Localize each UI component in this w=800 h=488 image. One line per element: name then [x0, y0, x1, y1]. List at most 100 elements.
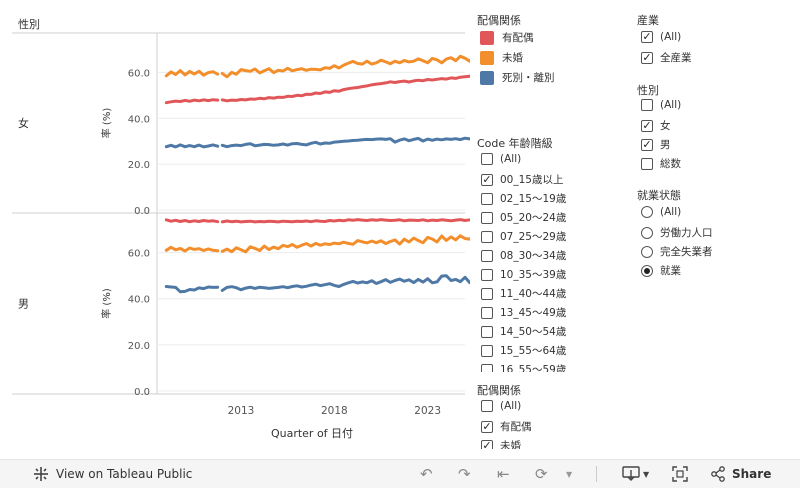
series-line-有配偶[interactable]: [164, 98, 220, 105]
fullscreen-button[interactable]: [672, 460, 688, 488]
employment-filter-option[interactable]: 就業: [641, 263, 681, 278]
employment-filter-option[interactable]: 労働力人口: [641, 225, 713, 240]
checkbox-icon[interactable]: [641, 157, 653, 170]
age-filter-option[interactable]: 16_55～59歳: [481, 362, 566, 372]
undo-icon[interactable]: ↶: [420, 465, 433, 483]
age-filter-list[interactable]: (All) ✓ 00_15歳以上 02_15～19歳 05_20～24歳 07_25～29…: [480, 150, 620, 372]
series-line-未婚[interactable]: [164, 245, 220, 253]
checkbox-icon[interactable]: [641, 99, 653, 111]
download-button[interactable]: ▼: [622, 460, 649, 488]
industry-filter-option[interactable]: ✓ (All): [641, 31, 681, 43]
sex-filter-option-label: 総数: [660, 158, 681, 170]
checkbox-icon[interactable]: [481, 153, 493, 165]
sex-filter-option-label: 女: [660, 120, 671, 132]
checkbox-icon[interactable]: [481, 287, 493, 300]
checkbox-icon[interactable]: [481, 211, 493, 224]
view-on-tableau-link[interactable]: View on Tableau Public: [32, 460, 192, 488]
checkbox-icon[interactable]: [481, 268, 493, 281]
series-line-未婚[interactable]: [164, 69, 220, 78]
series-line-有配偶[interactable]: [220, 74, 470, 103]
age-filter-option[interactable]: 05_20～24歳: [481, 210, 566, 225]
age-filter-option[interactable]: (All): [481, 153, 521, 165]
series-line-死別・離別[interactable]: [164, 285, 220, 294]
legend-item[interactable]: 有配偶: [480, 30, 534, 45]
x-tick-label: 2018: [321, 405, 348, 417]
legend-swatch: [480, 70, 494, 85]
age-filter-option[interactable]: 07_25～29歳: [481, 229, 566, 244]
industry-filter-title: 産業: [637, 14, 659, 27]
age-filter-option-label: 11_40～44歳: [500, 288, 567, 300]
series-line-有配偶[interactable]: [164, 218, 220, 224]
checkbox-checked-icon[interactable]: ✓: [641, 30, 653, 43]
checkbox-icon[interactable]: [481, 363, 493, 372]
y-axes: 0.0 20.0 40.0 60.0 率 (%) 0.0 20.0 40.0 60.0 率 (%): [100, 68, 150, 398]
marital-filter-option[interactable]: ✓ 未婚: [481, 438, 521, 449]
marital-filter-option[interactable]: ✓ 有配偶: [481, 419, 532, 434]
employment-filter-option[interactable]: 完全失業者: [641, 244, 713, 259]
employment-filter-title: 就業状態: [637, 189, 681, 202]
series-line-死別・離別[interactable]: [220, 136, 470, 149]
series-lines: [164, 54, 470, 294]
legend-item[interactable]: 死別・離別: [480, 70, 555, 85]
series-line-有配偶[interactable]: [220, 218, 470, 224]
checkbox-icon[interactable]: [481, 249, 493, 262]
age-filter-option-label: 07_25～29歳: [500, 231, 567, 243]
checkbox-icon[interactable]: [481, 306, 493, 319]
checkbox-checked-icon[interactable]: ✓: [641, 137, 653, 151]
age-filter-option-label: 02_15～19歳: [500, 193, 567, 205]
revert-icon[interactable]: ⇤: [497, 465, 510, 483]
sex-filter-option-label: 男: [660, 139, 671, 151]
redo-icon[interactable]: ↷: [458, 465, 471, 483]
sex-filter-option[interactable]: (All): [641, 99, 681, 111]
checkbox-icon[interactable]: [481, 192, 493, 205]
legend-item-label: 未婚: [502, 52, 523, 64]
radio-selected-icon[interactable]: [641, 264, 653, 277]
refresh-dropdown-icon[interactable]: ▼: [566, 469, 573, 479]
checkbox-checked-icon[interactable]: ✓: [481, 439, 493, 449]
age-filter-option[interactable]: 15_55～64歳: [481, 343, 566, 358]
marital-filter-option[interactable]: (All): [481, 400, 521, 412]
checkbox-icon[interactable]: [481, 325, 493, 338]
checkbox-icon[interactable]: [481, 344, 493, 357]
sex-filter-option[interactable]: ✓ 女: [641, 118, 671, 133]
refresh-icon[interactable]: ⟳: [535, 465, 548, 483]
radio-icon[interactable]: [641, 226, 653, 239]
age-filter-option[interactable]: 14_50～54歳: [481, 324, 566, 339]
age-filter-option[interactable]: 11_40～44歳: [481, 286, 566, 301]
panel-label-0: 女: [18, 116, 29, 130]
age-filter-option-label: 05_20～24歳: [500, 212, 567, 224]
series-line-未婚[interactable]: [220, 234, 470, 254]
radio-icon[interactable]: [641, 245, 653, 258]
legend-item[interactable]: 未婚: [480, 50, 523, 65]
age-filter-option[interactable]: 08_30～34歳: [481, 248, 566, 263]
checkbox-icon[interactable]: [481, 230, 493, 243]
share-icon: [711, 466, 725, 482]
age-filter-option[interactable]: 10_35～39歳: [481, 267, 566, 282]
sex-filter-option[interactable]: 総数: [641, 156, 681, 171]
industry-filter-option[interactable]: ✓ 全産業: [641, 50, 692, 65]
sex-filter-title: 性別: [637, 84, 659, 97]
checkbox-checked-icon[interactable]: ✓: [641, 50, 653, 64]
checkbox-checked-icon[interactable]: ✓: [641, 118, 653, 132]
age-filter-option[interactable]: 13_45～49歳: [481, 305, 566, 320]
marital-filter-option-label: 有配偶: [500, 421, 532, 433]
gridlines: [157, 71, 465, 392]
industry-filter-option-label: 全産業: [660, 52, 692, 64]
sex-filter-option[interactable]: ✓ 男: [641, 137, 671, 152]
checkbox-checked-icon[interactable]: ✓: [481, 172, 493, 186]
series-line-死別・離別[interactable]: [164, 143, 220, 149]
download-dropdown-icon: ▼: [643, 469, 650, 479]
radio-icon[interactable]: [641, 206, 653, 218]
series-line-死別・離別[interactable]: [220, 274, 470, 292]
share-button[interactable]: Share: [710, 460, 771, 488]
age-filter-option[interactable]: ✓ 00_15歳以上: [481, 172, 563, 187]
series-line-未婚[interactable]: [220, 54, 470, 79]
industry-filter-option-label: (All): [660, 31, 682, 43]
checkbox-icon[interactable]: [481, 400, 493, 412]
age-filter-option[interactable]: 02_15～19歳: [481, 191, 566, 206]
legend-swatch: [480, 30, 494, 45]
checkbox-checked-icon[interactable]: ✓: [481, 419, 493, 433]
panel-label-1: 男: [18, 298, 29, 311]
marital-filter-list[interactable]: (All) ✓ 有配偶 ✓ 未婚: [480, 397, 620, 449]
employment-filter-option[interactable]: (All): [641, 206, 681, 218]
